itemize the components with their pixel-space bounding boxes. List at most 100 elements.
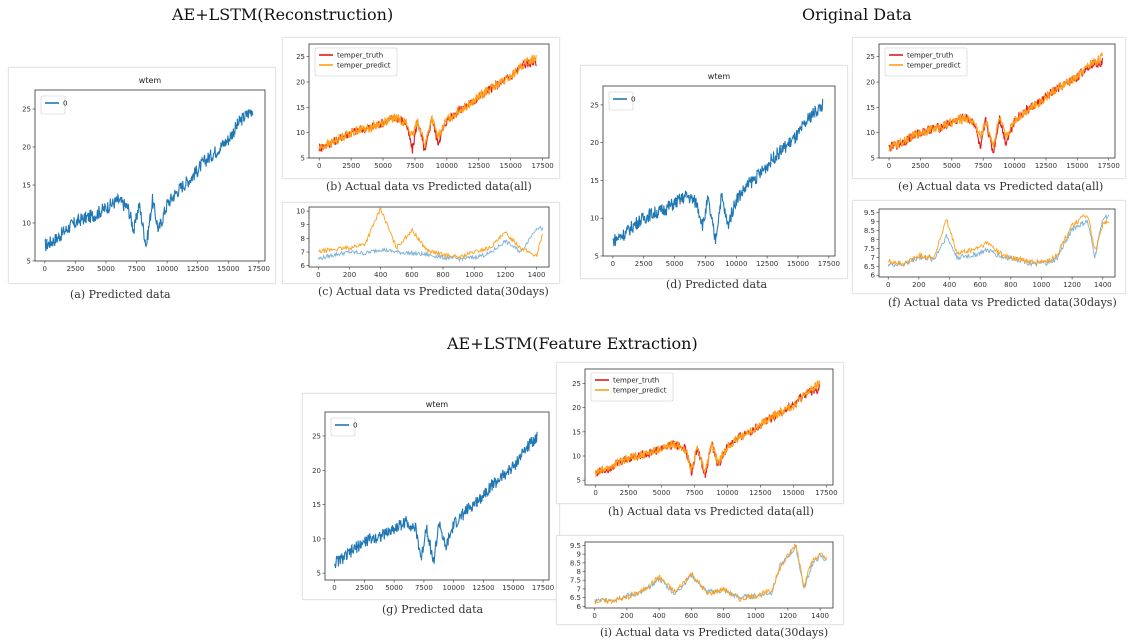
x-tick-label: 15000 — [502, 584, 524, 592]
series-line-temper-predict — [318, 54, 537, 152]
y-tick-label: 15 — [590, 177, 599, 185]
chart-c-svg: 0 200 400 600 800 1000 1200 1400 6 7 8 9 10 — [296, 206, 550, 279]
chart-i-actual-vs-predicted-30days: 0 200 400 600 800 1000 1200 1400 6 6.5 7 7.5 8 8.5 9 9.… — [556, 535, 844, 625]
x-tick-label: 15000 — [787, 260, 809, 268]
legend-label: temper_predict — [613, 387, 667, 395]
y-tick-label: 7 — [577, 585, 581, 593]
caption-f: (f) Actual data vs Predicted data(30days… — [888, 296, 1117, 309]
legend-label: temper_truth — [907, 52, 953, 60]
y-tick-label: 5 — [27, 258, 31, 266]
chart-g-predicted-data: wtem 0 2500 5000 7500 10000 12500 15000 17500 5 10… — [302, 393, 560, 600]
x-tick-label: 5000 — [97, 265, 115, 273]
chart-i-svg: 0 200 400 600 800 1000 1200 1400 66.577.588.599.… — [570, 541, 834, 620]
caption-h: (h) Actual data vs Predicted data(all) — [608, 505, 814, 518]
x-tick-label: 0 — [593, 489, 597, 497]
x-tick-label: 1200 — [1063, 281, 1081, 289]
plot-frame — [602, 85, 836, 257]
legend-box — [884, 47, 968, 77]
y-tick-label: 7.5 — [570, 577, 581, 585]
x-tick-label: 0 — [886, 281, 890, 289]
x-tick-label: 400 — [652, 612, 665, 620]
x-tick-label: 1000 — [465, 271, 483, 279]
y-tick-label: 25 — [590, 101, 599, 109]
x-tick-label: 7500 — [686, 489, 704, 497]
y-tick-label: 5 — [317, 570, 321, 578]
x-tick-label: 2500 — [620, 489, 638, 497]
series-line-predicted — [888, 214, 1110, 267]
x-tick-label: 800 — [717, 612, 730, 620]
legend-box — [608, 91, 634, 111]
y-tick-label: 8.5 — [864, 227, 875, 235]
x-tick-label: 7500 — [974, 162, 992, 170]
y-tick-label: 20 — [590, 139, 599, 147]
y-tick-label: 8 — [577, 568, 581, 576]
x-tick-label: 15000 — [500, 162, 522, 170]
y-tick-label: 6 — [871, 272, 876, 280]
x-tick-label: 12500 — [749, 489, 771, 497]
y-tick-label: 9.5 — [864, 209, 875, 217]
x-tick-label: 10000 — [436, 162, 458, 170]
series-line-0 — [44, 109, 254, 252]
x-tick-label: 2500 — [66, 265, 84, 273]
caption-a: (a) Predicted data — [70, 288, 171, 301]
legend-label: temper_truth — [613, 377, 659, 385]
y-tick-label: 15 — [296, 104, 305, 112]
legend-label: 0 — [63, 100, 67, 108]
x-tick-label: 1400 — [528, 271, 546, 279]
series-line-actual — [317, 225, 544, 263]
x-tick-label: 5000 — [666, 260, 684, 268]
x-tick-label: 5000 — [943, 162, 961, 170]
legend-label: 0 — [353, 422, 357, 430]
plot-frame — [878, 208, 1116, 278]
y-tick-label: 6.5 — [570, 594, 581, 602]
y-tick-label: 9 — [301, 221, 305, 229]
plot-frame — [584, 368, 834, 486]
x-tick-label: 800 — [436, 271, 449, 279]
x-tick-label: 1400 — [1094, 281, 1112, 289]
x-tick-label: 7500 — [128, 265, 146, 273]
chart-g-svg: wtem 0 2500 5000 7500 10000 12500 15000 17500 5 10… — [312, 400, 554, 592]
series-line-0 — [612, 98, 824, 247]
y-tick-label: 7.5 — [864, 245, 875, 253]
y-tick-label: 8 — [301, 235, 305, 243]
x-tick-label: 200 — [620, 612, 633, 620]
chart-d-svg: wtem 0 2500 5000 7500 10000 12500 15000 17500 5 10… — [590, 72, 840, 268]
x-tick-label: 400 — [374, 271, 387, 279]
x-tick-label: 17500 — [1098, 162, 1120, 170]
x-tick-label: 1400 — [811, 612, 829, 620]
x-tick-label: 600 — [685, 612, 698, 620]
y-tick-label: 10 — [312, 535, 321, 543]
y-tick-label: 6 — [301, 262, 306, 270]
chart-a-svg: wtem 0 2500 5000 7500 10000 12500 15000 17500 5 10… — [22, 76, 270, 273]
caption-c: (c) Actual data vs Predicted data(30days… — [318, 285, 549, 298]
x-tick-label: 200 — [912, 281, 925, 289]
x-tick-label: 17500 — [248, 265, 270, 273]
x-tick-label: 600 — [405, 271, 418, 279]
x-tick-label: 17500 — [815, 489, 837, 497]
y-tick-label: 9.5 — [570, 542, 581, 550]
x-tick-label: 17500 — [532, 584, 554, 592]
caption-e: (e) Actual data vs Predicted data(all) — [898, 180, 1104, 193]
chart-h-svg: 0 2500 5000 7500 10000 12500 15000 17500 5 10 15 20… — [572, 368, 838, 497]
chart-e-actual-vs-predicted-all: 0 2500 5000 7500 10000 12500 15000 17500 5 10 15 20… — [852, 37, 1126, 179]
x-tick-label: 15000 — [217, 265, 239, 273]
caption-d: (d) Predicted data — [666, 278, 768, 291]
x-tick-label: 15000 — [1066, 162, 1088, 170]
y-tick-label: 15 — [572, 428, 581, 436]
y-tick-label: 10 — [590, 215, 599, 223]
x-tick-label: 7500 — [415, 584, 433, 592]
legend-box — [590, 372, 674, 402]
heading-feature-extraction: AE+LSTM(Feature Extraction) — [447, 334, 698, 353]
x-tick-label: 12500 — [1035, 162, 1057, 170]
x-tick-label: 1200 — [496, 271, 514, 279]
series-line-temper-predict — [888, 52, 1103, 152]
y-tick-label: 10 — [572, 453, 581, 461]
y-tick-label: 20 — [22, 144, 31, 152]
x-tick-label: 0 — [592, 612, 596, 620]
chart-title: wtem — [426, 400, 449, 409]
caption-b: (b) Actual data vs Predicted data(all) — [326, 180, 532, 193]
series-line-temper-predict — [595, 379, 821, 478]
y-tick-label: 20 — [572, 404, 581, 412]
y-tick-label: 10 — [296, 129, 305, 137]
x-tick-label: 7500 — [697, 260, 715, 268]
